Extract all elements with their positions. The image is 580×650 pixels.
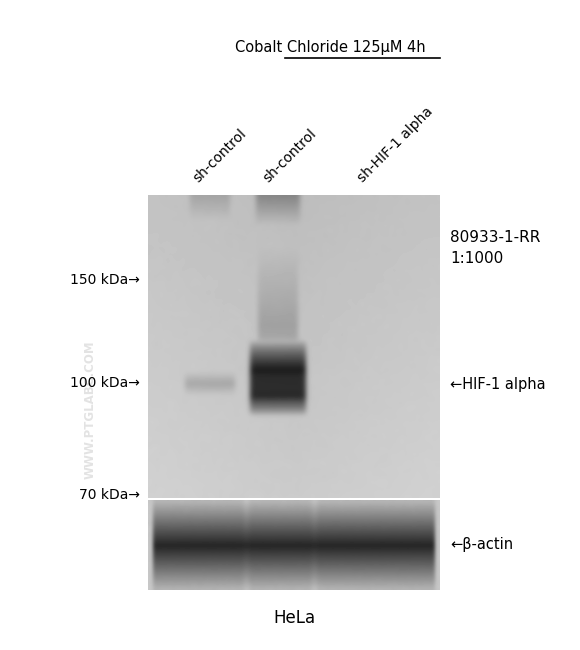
Text: 100 kDa→: 100 kDa→ <box>70 376 140 390</box>
Text: sh-control: sh-control <box>190 126 249 185</box>
Text: ←β-actin: ←β-actin <box>450 538 513 552</box>
Text: sh-control: sh-control <box>260 126 319 185</box>
Text: HeLa: HeLa <box>273 609 315 627</box>
Text: 150 kDa→: 150 kDa→ <box>70 273 140 287</box>
Text: Cobalt Chloride 125μM 4h: Cobalt Chloride 125μM 4h <box>235 40 425 55</box>
Text: WWW.PTGLABC.COM: WWW.PTGLABC.COM <box>84 341 96 479</box>
Text: ←HIF-1 alpha: ←HIF-1 alpha <box>450 378 546 393</box>
Text: 80933-1-RR
1:1000: 80933-1-RR 1:1000 <box>450 230 541 266</box>
Text: sh-HIF-1 alpha: sh-HIF-1 alpha <box>355 105 436 185</box>
Text: 70 kDa→: 70 kDa→ <box>79 488 140 502</box>
